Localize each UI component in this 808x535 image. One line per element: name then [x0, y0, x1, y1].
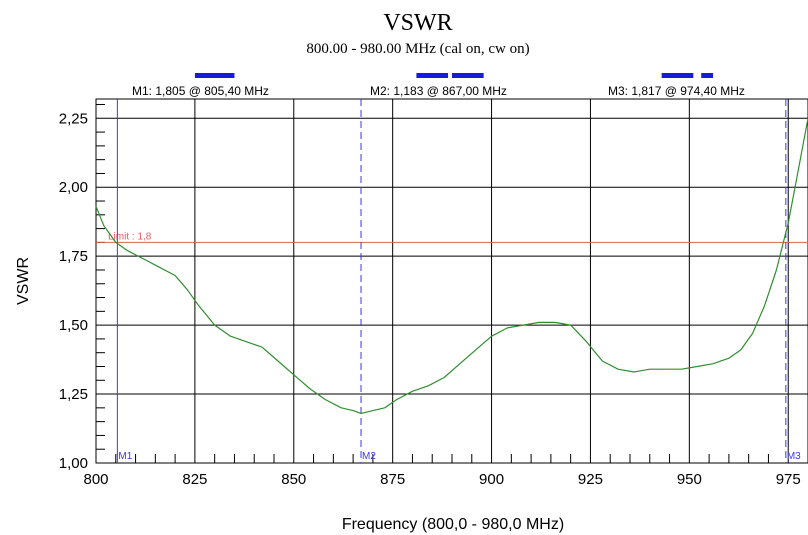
- y-tick-label: 1,25: [59, 386, 88, 403]
- chart-subtitle: 800.00 - 980.00 MHz (cal on, cw on): [306, 41, 529, 57]
- x-tick-label: 825: [182, 471, 207, 488]
- frequency-bands: [194, 73, 714, 78]
- x-tick-label: 950: [677, 471, 702, 488]
- marker-label: M1: [118, 451, 132, 462]
- y-axis-label: VSWR: [15, 257, 32, 305]
- minor-ticks: [96, 104, 769, 463]
- x-axis-label: Frequency (800,0 - 980,0 MHz): [342, 516, 564, 533]
- y-axis-tick-labels: 1,00 1,25 1,50 1,75 2,00 2,25: [59, 110, 88, 472]
- chart-title: VSWR: [383, 10, 452, 36]
- x-tick-label: 925: [578, 471, 603, 488]
- marker-readout: M2: 1,183 @ 867,00 MHz: [370, 84, 507, 98]
- marker-label: M2: [362, 451, 376, 462]
- series-lines: [95, 118, 808, 414]
- vswr-series-line: [95, 118, 808, 414]
- x-tick-label: 800: [83, 471, 108, 488]
- y-tick-label: 2,25: [59, 110, 88, 127]
- frequency-band-bar: [452, 73, 484, 78]
- marker-readout: M1: 1,805 @ 805,40 MHz: [132, 84, 269, 98]
- x-tick-label: 900: [479, 471, 504, 488]
- frequency-band-bar: [416, 73, 449, 78]
- limit-line-group: Limit : 1,8: [96, 231, 808, 243]
- frequency-band-bar: [661, 73, 694, 78]
- limit-label: Limit : 1,8: [108, 231, 152, 242]
- y-tick-label: 1,50: [59, 317, 88, 334]
- y-tick-label: 1,75: [59, 248, 88, 265]
- marker-readout: M3: 1,817 @ 974,40 MHz: [608, 84, 745, 98]
- grid-lines: [96, 99, 808, 463]
- marker-label: M3: [787, 451, 801, 462]
- plot-frame: [95, 98, 808, 464]
- y-tick-label: 1,00: [59, 455, 88, 472]
- x-tick-label: 975: [776, 471, 801, 488]
- frequency-band-bar: [194, 73, 235, 78]
- x-axis-tick-labels: 800 825 850 875 900 925 950 975: [83, 471, 800, 488]
- y-tick-label: 2,00: [59, 179, 88, 196]
- x-tick-label: 850: [281, 471, 306, 488]
- marker-lines: M1 M2 M3: [116, 99, 801, 463]
- marker-readouts: M1: 1,805 @ 805,40 MHz M2: 1,183 @ 867,00…: [132, 84, 745, 98]
- frequency-band-bar: [701, 73, 714, 78]
- x-tick-label: 875: [380, 471, 405, 488]
